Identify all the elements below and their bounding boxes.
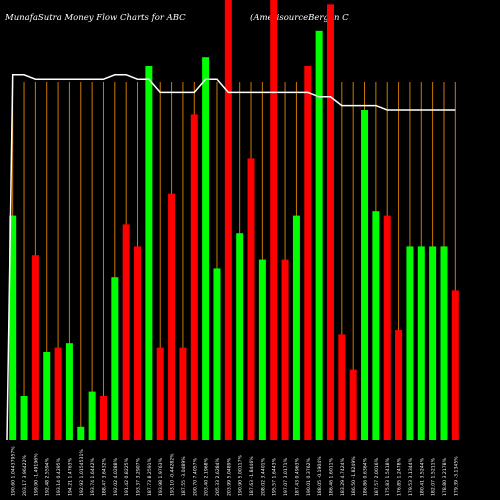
bar [451,290,459,440]
bar [315,30,323,441]
bar [111,277,119,440]
x-tick-label: 179.53 3.1344% [408,457,414,496]
x-tick-label: 183.29 4.7424% [340,457,346,496]
x-tick-label: 182.07 1.5211% [431,457,437,496]
bar [31,255,39,440]
bar [145,66,153,440]
bar [349,369,357,440]
bar [65,343,73,440]
x-tick-label: 203.17 3.96422% [22,454,28,496]
x-tick-label: 208.02 3.4401% [260,457,266,496]
x-tick-label: 197.07 3.0171% [283,457,289,496]
bar [417,246,425,440]
bar [304,66,312,440]
x-tick-label: 199.90 -1.49196% [33,453,39,496]
x-tick-label: 180.41 3.5244% [419,457,425,496]
x-tick-label: 179.39 -3.1345% [453,456,459,496]
x-tick-label: 193.37 3.2907% [136,457,142,496]
x-tick-label: 186.86 0.6364% [363,457,369,496]
x-tick-label: 178.80 3.2178% [442,457,448,496]
x-tick-label: 190.90 5.00117% [238,454,244,496]
bar [406,246,414,440]
x-tick-label: 187.63 -1.8446% [249,456,255,496]
x-tick-label: 193.14 0.4295% [56,457,62,496]
x-tick-label: 193.98 1.9763% [158,457,164,496]
x-tick-label: 195.57 1.6443% [272,457,278,496]
x-tick-label: 203.40 2.1968% [204,457,210,496]
bar [281,259,289,440]
bar [395,330,403,440]
chart-subtitle: (AmerisourceBergen C [250,13,349,23]
x-tick-label: 188.05 -0.1904% [317,456,323,496]
x-tick-label: 186.46 1.6011% [328,457,334,496]
bar [20,396,28,440]
x-tick-label: 187.57 2.0016% [374,457,380,496]
bar [338,334,346,440]
bar [77,426,85,440]
x-tick-label: 192.02 4.0288% [113,457,119,496]
x-tick-label: 194.21 1.4763% [67,457,73,496]
x-tick-label: 205.33 2.6284% [215,457,221,496]
bar [247,158,255,440]
bar [213,268,221,440]
bar [292,215,300,440]
x-tick-label: 192.92 1.0154531% [79,449,85,496]
bar [372,211,380,440]
bar [429,246,437,440]
bar [440,246,448,440]
bar [134,246,142,440]
bar [236,233,244,440]
bar [54,347,62,440]
bar [258,259,266,440]
x-tick-label: 191.42 0.8225% [124,457,130,496]
x-tick-label: 200.70 7.4057% [192,457,198,496]
x-tick-label: 188.47 3.6432% [101,457,107,496]
x-tick-label: 187.73 8.2591% [147,457,153,496]
bar [99,396,107,440]
bar [202,57,210,440]
x-tick-label: 176.85 1.2478% [397,457,403,496]
bar [190,114,198,441]
x-tick-label: 186.50 -1.8249% [351,456,357,496]
bar [88,391,96,440]
bar [326,4,334,441]
bar [156,347,164,440]
x-tick-label: 190.60 1.04437957% [11,446,17,496]
x-tick-label: 187.55 -3.0489% [181,456,187,496]
bar [43,352,51,440]
bar [179,347,187,440]
bar [122,224,130,440]
bar [270,0,278,440]
bar [168,193,176,440]
bar [224,0,232,440]
chart-title: MunafaSutra Money Flow Charts for ABC [5,13,186,23]
x-tick-label: 175.83 1.5418% [385,457,391,496]
x-tick-label: 203.99 5.0489% [226,457,232,496]
x-tick-label: 187.43 0.4963% [294,457,300,496]
bar [9,215,17,440]
x-tick-label: 192.48 2.5594% [45,457,51,496]
price-line [6,74,456,441]
x-tick-label: 193.10 -0.44282% [170,453,176,496]
bar [383,215,391,440]
bar [361,110,369,440]
x-tick-label: 193.74 1.6442% [90,457,96,496]
x-tick-label: 190.01 0.3762% [306,457,312,496]
